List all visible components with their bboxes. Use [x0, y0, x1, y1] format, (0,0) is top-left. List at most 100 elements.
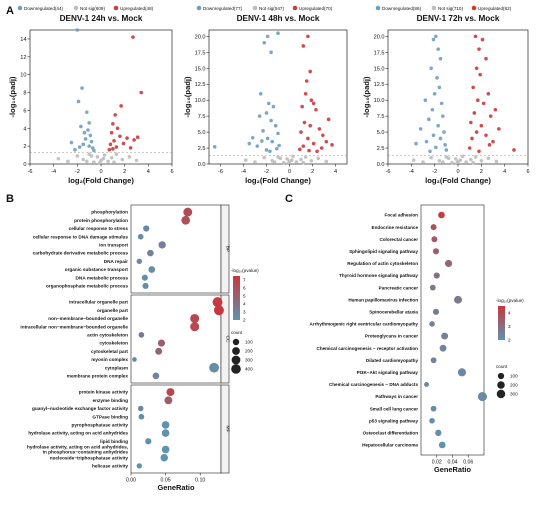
facet-strip	[220, 294, 230, 384]
term-label: hydrolase activity, acting on acid anhyd…	[27, 445, 128, 455]
data-point-down	[423, 98, 428, 102]
legend-marker-notsig	[431, 5, 437, 11]
y-tick-label: 17.5	[195, 50, 206, 56]
data-point-notsig	[109, 155, 114, 160]
legend-label-down: Downregulated(77)	[203, 6, 243, 11]
term-dot	[161, 421, 170, 429]
term-dot	[430, 405, 437, 412]
panel-label-b: B	[6, 193, 14, 205]
data-point-down	[73, 147, 77, 152]
data-point-notsig	[112, 160, 116, 165]
term-dot	[148, 266, 156, 273]
data-point-up	[477, 47, 481, 51]
data-point-down	[436, 123, 440, 128]
data-point-up	[311, 101, 316, 106]
y-tick-label: 2.5	[198, 146, 206, 152]
term-dot	[142, 282, 149, 289]
x-tick-label: 0.00	[126, 478, 136, 484]
data-point-down	[444, 148, 449, 152]
term-label: lipid binding	[100, 439, 128, 444]
data-point-down	[92, 148, 96, 153]
term-label: cytoskeletal part	[91, 349, 128, 354]
term-dot	[152, 372, 160, 380]
data-point-down	[85, 110, 89, 114]
term-dot	[160, 453, 168, 462]
x-tick-label: 0	[288, 169, 291, 175]
color-legend-tick: 4	[508, 310, 511, 315]
data-point-up	[301, 44, 306, 48]
y-tick-label: 14	[20, 37, 26, 43]
y-tick-label: 20.0	[374, 34, 385, 40]
data-point-up	[306, 34, 310, 39]
data-point-notsig	[56, 156, 61, 161]
data-point-up	[478, 72, 482, 77]
term-label: membrane protein complex	[67, 374, 129, 379]
color-legend-tick: 6	[243, 286, 246, 291]
y-tick-label: 5.0	[377, 130, 385, 136]
data-point-down	[275, 146, 279, 151]
data-point-up	[470, 136, 474, 141]
data-point-up	[311, 141, 316, 146]
data-point-down	[276, 31, 280, 35]
term-dot	[158, 241, 166, 249]
data-point-up	[307, 148, 311, 153]
data-point-notsig	[479, 159, 484, 163]
data-point-up	[300, 104, 304, 109]
data-point-up	[474, 130, 479, 134]
term-label: nucleoside−triphosphatase activity	[50, 455, 129, 460]
data-point-down	[257, 114, 262, 118]
data-point-down	[86, 128, 90, 132]
size-legend-marker	[232, 347, 240, 355]
x-tick-label: 6	[170, 169, 173, 175]
data-point-notsig	[309, 159, 314, 163]
data-point-down	[442, 130, 446, 134]
data-point-down	[83, 137, 88, 141]
term-label: Human papillomavirus infection	[348, 297, 418, 302]
data-point-down	[264, 148, 269, 152]
data-point-up	[135, 135, 140, 139]
term-label: organic substance transport	[65, 267, 129, 272]
size-legend-label: 200	[510, 383, 518, 388]
term-label: PI3K−Akt signaling pathway	[357, 370, 419, 375]
term-dot	[143, 225, 150, 232]
data-point-up	[471, 85, 475, 90]
data-point-up	[512, 148, 516, 152]
data-point-down	[250, 136, 255, 140]
y-tick-label: 17.5	[374, 50, 385, 56]
data-point-up	[298, 147, 302, 152]
term-dot	[432, 248, 440, 255]
go-enrichment-plot: BP phosphorylation protein phosphorylation…	[20, 204, 259, 492]
data-point-notsig	[262, 155, 267, 160]
term-label: Osteoclast differentiation	[363, 430, 419, 435]
term-dot	[136, 463, 142, 469]
volcano-1: Downregulated(44) Not sig(609) Upregulated…	[8, 5, 174, 185]
data-point-up	[306, 136, 310, 141]
x-tick-label: 0.05	[161, 478, 171, 484]
data-point-up	[125, 136, 129, 140]
y-tick-label: 15.0	[374, 66, 385, 72]
data-point-up	[112, 138, 116, 143]
size-legend-marker	[231, 355, 241, 365]
color-legend-title: -log₁₀(pvalue)	[231, 268, 259, 273]
term-label: Proteoglycans in cancer	[365, 334, 418, 339]
term-label: Regulation of actin cytoskeleton	[347, 261, 418, 266]
term-dot	[164, 396, 173, 405]
term-label: DNA metabolic process	[76, 275, 129, 280]
data-point-up	[121, 141, 126, 146]
data-point-down	[260, 139, 264, 143]
data-point-notsig	[253, 160, 257, 164]
term-label: Chemical carcinogenesis − DNA adducts	[329, 382, 419, 387]
term-label: Chemical carcinogenesis − receptor activ…	[317, 346, 419, 351]
x-tick-label: -2	[75, 169, 80, 175]
term-dot	[181, 215, 191, 225]
data-point-up	[139, 90, 144, 95]
data-point-up	[493, 107, 498, 112]
data-point-up	[487, 143, 492, 147]
data-point-notsig	[486, 156, 491, 161]
term-dot	[454, 295, 462, 304]
volcano-title: DENV-1 72h vs. Mock	[417, 14, 500, 23]
term-dot	[439, 344, 447, 352]
data-point-up	[308, 123, 313, 128]
x-axis-label: GeneRatio	[158, 483, 195, 492]
